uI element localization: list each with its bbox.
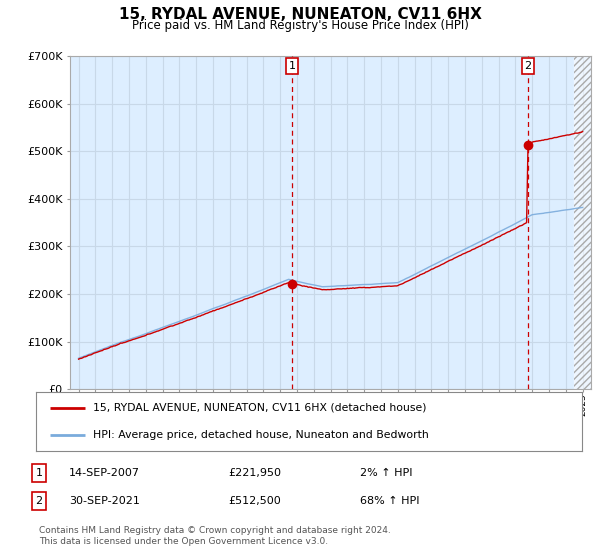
Text: 1: 1 [289, 61, 296, 71]
Text: 68% ↑ HPI: 68% ↑ HPI [360, 496, 419, 506]
Text: 2: 2 [524, 61, 532, 71]
Text: £512,500: £512,500 [228, 496, 281, 506]
Text: Contains HM Land Registry data © Crown copyright and database right 2024.
This d: Contains HM Land Registry data © Crown c… [39, 526, 391, 546]
Bar [574, 56, 591, 389]
Bar [574, 56, 591, 389]
Text: 14-SEP-2007: 14-SEP-2007 [69, 468, 140, 478]
Text: Price paid vs. HM Land Registry's House Price Index (HPI): Price paid vs. HM Land Registry's House … [131, 19, 469, 32]
Text: 30-SEP-2021: 30-SEP-2021 [69, 496, 140, 506]
Text: 1: 1 [35, 468, 43, 478]
Text: 15, RYDAL AVENUE, NUNEATON, CV11 6HX: 15, RYDAL AVENUE, NUNEATON, CV11 6HX [119, 7, 481, 22]
Text: 2: 2 [35, 496, 43, 506]
Text: HPI: Average price, detached house, Nuneaton and Bedworth: HPI: Average price, detached house, Nune… [94, 430, 429, 440]
Text: 15, RYDAL AVENUE, NUNEATON, CV11 6HX (detached house): 15, RYDAL AVENUE, NUNEATON, CV11 6HX (de… [94, 403, 427, 413]
Text: £221,950: £221,950 [228, 468, 281, 478]
Text: 2% ↑ HPI: 2% ↑ HPI [360, 468, 413, 478]
